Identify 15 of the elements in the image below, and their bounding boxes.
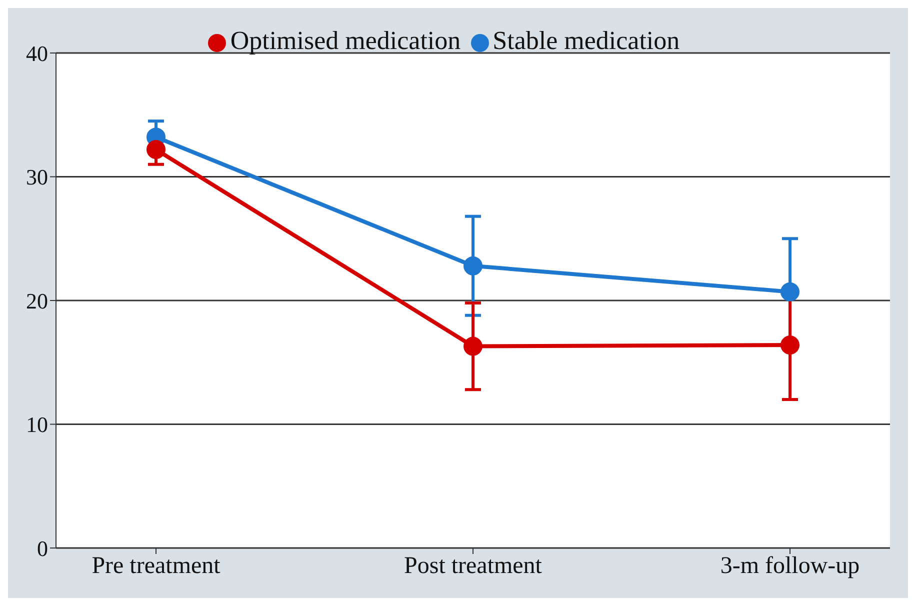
legend-label: Stable medication xyxy=(492,26,680,55)
point xyxy=(146,140,166,160)
x-tick-label: Pre treatment xyxy=(92,553,221,580)
point xyxy=(780,282,800,302)
y-tick-label: 30 xyxy=(26,164,48,190)
y-tick-label: 40 xyxy=(26,40,48,66)
point xyxy=(780,336,800,355)
point xyxy=(464,336,482,356)
x-tick-label: Post treatment xyxy=(404,553,542,580)
y-tick-label: 20 xyxy=(26,288,48,314)
legend-label: Optimised medication xyxy=(230,26,461,55)
x-tick-label: 3-m follow-up xyxy=(720,553,860,580)
y-tick-label: 10 xyxy=(26,412,48,438)
y-tick-label: 0 xyxy=(37,536,48,561)
point xyxy=(464,256,482,276)
